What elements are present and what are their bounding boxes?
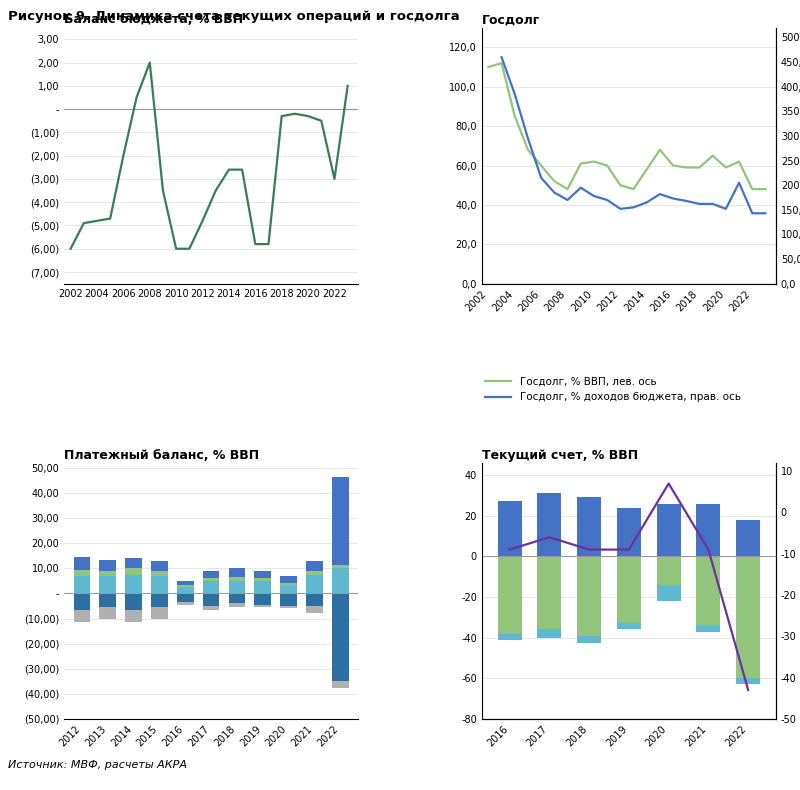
Bar xyxy=(498,556,522,634)
Bar xyxy=(498,502,522,556)
Bar xyxy=(578,498,601,556)
Bar xyxy=(177,602,194,604)
Bar xyxy=(254,571,271,578)
Bar xyxy=(306,571,322,574)
Bar xyxy=(151,561,168,571)
Text: Платежный баланс, % ВВП: Платежный баланс, % ВВП xyxy=(64,449,259,461)
Счет текущих операций, % ВВП, прав. ось xyxy=(704,545,714,555)
Bar xyxy=(306,606,322,614)
Text: Источник: МВФ, расчеты АКРА: Источник: МВФ, расчеты АКРА xyxy=(8,760,187,770)
Bar xyxy=(332,568,349,593)
Bar xyxy=(151,576,168,593)
Bar xyxy=(498,634,522,640)
Line: Счет текущих операций, % ВВП, прав. ось: Счет текущих операций, % ВВП, прав. ось xyxy=(510,483,748,690)
Bar xyxy=(202,606,219,610)
Text: Текущий счет, % ВВП: Текущий счет, % ВВП xyxy=(482,449,638,461)
Text: Госдолг: Госдолг xyxy=(482,13,540,27)
Счет текущих операций, % ВВП, прав. ось xyxy=(505,545,514,555)
Bar xyxy=(126,574,142,593)
Bar xyxy=(202,581,219,593)
Bar xyxy=(697,503,720,556)
Bar xyxy=(74,610,90,623)
Bar xyxy=(306,593,322,606)
Bar xyxy=(229,604,246,608)
Bar xyxy=(657,585,681,601)
Bar xyxy=(74,570,90,576)
Bar xyxy=(332,593,349,681)
Bar xyxy=(538,556,562,630)
Bar xyxy=(332,681,349,687)
Bar xyxy=(306,561,322,571)
Bar xyxy=(538,630,562,638)
Bar xyxy=(736,679,760,684)
Bar xyxy=(177,593,194,602)
Bar xyxy=(538,494,562,556)
Bar xyxy=(202,571,219,578)
Bar xyxy=(99,571,116,576)
Bar xyxy=(151,571,168,576)
Bar xyxy=(151,593,168,608)
Bar xyxy=(126,559,142,568)
Bar xyxy=(74,576,90,593)
Bar xyxy=(254,593,271,604)
Bar xyxy=(99,608,116,619)
Bar xyxy=(280,593,297,606)
Bar xyxy=(617,556,641,623)
Bar xyxy=(697,626,720,631)
Счет текущих операций, % ВВП, прав. ось xyxy=(624,545,634,555)
Счет текущих операций, % ВВП, прав. ось xyxy=(743,685,753,694)
Bar xyxy=(126,593,142,610)
Bar xyxy=(697,556,720,626)
Bar xyxy=(177,587,194,593)
Bar xyxy=(280,583,297,585)
Bar xyxy=(736,556,760,679)
Bar xyxy=(254,581,271,593)
Bar xyxy=(99,559,116,571)
Bar xyxy=(736,520,760,556)
Bar xyxy=(99,576,116,593)
Legend: Госдолг, % ВВП, лев. ось, Госдолг, % доходов бюджета, прав. ось: Госдолг, % ВВП, лев. ось, Госдолг, % дох… xyxy=(481,373,745,407)
Bar xyxy=(229,577,246,581)
Text: Баланс бюджета, % ВВП: Баланс бюджета, % ВВП xyxy=(64,13,243,27)
Bar xyxy=(74,593,90,610)
Bar xyxy=(254,604,271,608)
Bar xyxy=(617,623,641,630)
Bar xyxy=(126,568,142,574)
Text: Рисунок 9. Динамика счета текущих операций и госдолга: Рисунок 9. Динамика счета текущих операц… xyxy=(8,10,460,23)
Bar xyxy=(99,593,116,608)
Счет текущих операций, % ВВП, прав. ось xyxy=(664,479,674,488)
Bar xyxy=(280,585,297,593)
Bar xyxy=(617,508,641,556)
Bar xyxy=(126,610,142,623)
Bar xyxy=(306,574,322,593)
Bar xyxy=(578,556,601,636)
Bar xyxy=(332,565,349,568)
Bar xyxy=(254,578,271,581)
Bar xyxy=(229,568,246,577)
Bar xyxy=(280,606,297,608)
Bar xyxy=(280,576,297,583)
Bar xyxy=(74,557,90,570)
Bar xyxy=(202,593,219,606)
Bar xyxy=(202,578,219,581)
Счет текущих операций, % ВВП, прав. ось xyxy=(584,545,594,555)
Счет текущих операций, % ВВП, прав. ось xyxy=(545,532,554,542)
Bar xyxy=(177,581,194,585)
Bar xyxy=(229,581,246,593)
Bar xyxy=(657,556,681,585)
Bar xyxy=(229,593,246,604)
Bar xyxy=(151,608,168,619)
Bar xyxy=(657,503,681,556)
Bar xyxy=(177,585,194,587)
Bar xyxy=(332,476,349,565)
Bar xyxy=(578,636,601,643)
